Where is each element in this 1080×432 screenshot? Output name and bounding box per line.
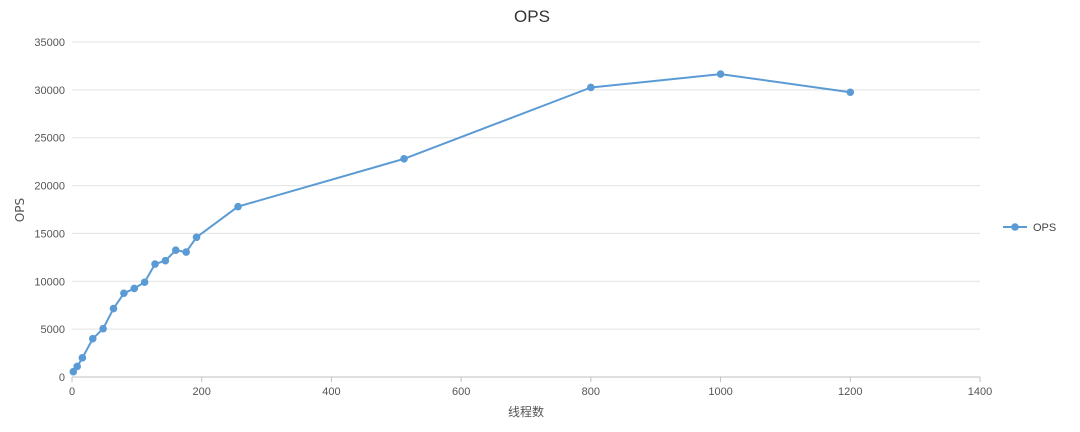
y-tick-label: 20000 <box>34 181 65 193</box>
data-point[interactable] <box>234 202 242 211</box>
data-point[interactable] <box>846 88 855 97</box>
series-layer <box>69 70 855 376</box>
x-axis-ticks: 0 200 400 600 800 1000 1200 1400 <box>69 386 992 398</box>
y-axis-title: OPS <box>13 198 27 222</box>
y-tick-label: 0 <box>59 372 65 384</box>
data-point[interactable] <box>69 367 78 376</box>
data-point[interactable] <box>109 304 118 313</box>
y-tick-label: 25000 <box>34 133 65 145</box>
data-point[interactable] <box>182 248 190 256</box>
x-tick-label: 400 <box>322 386 340 398</box>
data-point[interactable] <box>78 354 87 362</box>
legend[interactable]: OPS <box>1003 222 1056 234</box>
x-tick-label: 1200 <box>838 386 862 398</box>
x-axis-title: 线程数 <box>508 404 544 419</box>
x-tick-label: 0 <box>69 386 75 398</box>
data-point[interactable] <box>192 233 201 242</box>
data-point[interactable] <box>88 334 97 343</box>
data-point[interactable] <box>151 260 159 268</box>
legend-label-ops: OPS <box>1033 222 1056 234</box>
data-point[interactable] <box>130 284 139 293</box>
y-tick-label: 10000 <box>34 276 65 288</box>
data-point[interactable] <box>120 289 128 298</box>
y-tick-label: 15000 <box>34 228 65 240</box>
y-tick-label: 30000 <box>34 85 65 97</box>
gridlines <box>72 41 980 330</box>
data-point[interactable] <box>73 362 81 371</box>
y-tick-label: 5000 <box>41 324 65 336</box>
data-point[interactable] <box>400 154 408 163</box>
data-point[interactable] <box>171 246 180 254</box>
x-tick-label: 1400 <box>968 386 992 398</box>
data-point[interactable] <box>716 70 725 78</box>
chart-title: OPS <box>514 7 550 26</box>
x-tick-label: 800 <box>582 386 600 398</box>
legend-point-marker <box>1011 223 1019 231</box>
data-point[interactable] <box>161 256 170 265</box>
x-tick-label: 1000 <box>708 386 732 398</box>
axes <box>71 376 981 382</box>
y-axis-ticks: 0 5000 10000 15000 20000 25000 30000 35000 <box>34 37 65 384</box>
x-tick-label: 200 <box>193 386 211 398</box>
data-point[interactable] <box>99 324 107 333</box>
data-point[interactable] <box>140 278 149 287</box>
x-tick-label: 600 <box>452 386 470 398</box>
y-tick-label: 35000 <box>34 37 65 49</box>
data-point[interactable] <box>587 83 595 92</box>
series-line-ops <box>72 73 851 373</box>
